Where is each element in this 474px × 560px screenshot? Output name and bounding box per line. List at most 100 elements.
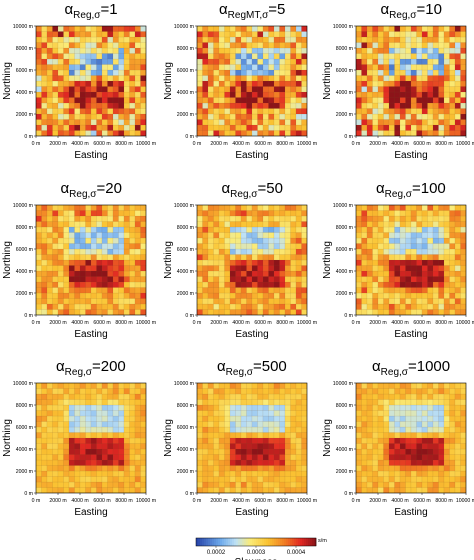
heatmap-cell [134, 221, 141, 228]
heatmap-cell [129, 204, 136, 211]
heatmap-cell [290, 388, 297, 395]
title-subscript: Reg,σ [64, 367, 92, 378]
heatmap-cell [52, 210, 59, 217]
heatmap-cell [438, 31, 445, 38]
heatmap-cell [46, 303, 53, 310]
heatmap-cell [355, 265, 362, 272]
heatmap-cell [129, 487, 136, 494]
heatmap-cell [262, 437, 269, 444]
heatmap-cell [229, 248, 236, 255]
heatmap-cell [196, 415, 203, 422]
heatmap-cell [443, 476, 450, 483]
heatmap-cell [361, 102, 368, 109]
heatmap-cell [123, 25, 130, 32]
heatmap-cell [123, 254, 130, 261]
heatmap-cell [213, 259, 220, 266]
heatmap-cell [46, 124, 53, 131]
x-axis-label: Easting [74, 329, 107, 340]
heatmap-cell [202, 226, 209, 233]
heatmap-cell [196, 25, 203, 32]
heatmap-cell [394, 42, 401, 49]
heatmap-cell [101, 232, 108, 239]
heatmap-cell [427, 226, 434, 233]
heatmap-cell [129, 69, 136, 76]
heatmap-cell [196, 393, 203, 400]
heatmap-cell [229, 36, 236, 43]
heatmap-cell [394, 437, 401, 444]
heatmap-cell [229, 47, 236, 54]
heatmap-cell [443, 221, 450, 228]
heatmap-cell [273, 80, 280, 87]
heatmap-cell [284, 443, 291, 450]
x-tick-label: 10000 m [136, 141, 156, 147]
heatmap-cell [355, 36, 362, 43]
heatmap-cell [295, 25, 302, 32]
heatmap-cell [224, 31, 231, 38]
heatmap-cell [41, 113, 48, 120]
heatmap-cell [90, 97, 97, 104]
heatmap-cell [301, 221, 308, 228]
heatmap-cell [52, 36, 59, 43]
heatmap-cell [123, 243, 130, 250]
heatmap-cell [240, 91, 247, 98]
heatmap-cell [79, 119, 86, 126]
heatmap-cell [107, 58, 114, 65]
heatmap-cell [134, 259, 141, 266]
heatmap-cell [273, 393, 280, 400]
heatmap-cell [449, 221, 456, 228]
y-tick-label: 8000 m [336, 46, 353, 52]
heatmap-cell [251, 75, 258, 82]
heatmap-cell [262, 270, 269, 277]
heatmap-cell [454, 58, 461, 65]
heatmap-cell [107, 254, 114, 261]
heatmap-cell [74, 113, 81, 120]
heatmap-cell [112, 265, 119, 272]
heatmap-cell [35, 481, 42, 488]
heatmap-cell [134, 432, 141, 439]
heatmap-cell [399, 459, 406, 466]
heatmap-cell [301, 399, 308, 406]
heatmap-cell [218, 102, 225, 109]
heatmap-cell [196, 248, 203, 255]
heatmap-cell [295, 232, 302, 239]
heatmap-cell [460, 303, 467, 310]
heatmap-cell [410, 487, 417, 494]
heatmap-cell [90, 292, 97, 299]
heatmap-cell [383, 31, 390, 38]
heatmap-cell [134, 130, 141, 137]
heatmap-cell [366, 287, 373, 294]
heatmap-cell [218, 130, 225, 137]
heatmap-cell [372, 204, 379, 211]
heatmap-cell [134, 437, 141, 444]
heatmap-cell [257, 443, 264, 450]
heatmap-cell [96, 237, 103, 244]
heatmap-cell [68, 292, 75, 299]
colorbar-segment [244, 538, 247, 546]
heatmap-cell [246, 124, 253, 131]
heatmap-cell [140, 75, 147, 82]
heatmap-cell [224, 86, 231, 93]
heatmap-cell [74, 86, 81, 93]
heatmap-cell [46, 80, 53, 87]
heatmap-cell [213, 53, 220, 60]
heatmap-cell [202, 382, 209, 389]
heatmap-cell [235, 265, 242, 272]
heatmap-cell [366, 58, 373, 65]
heatmap-cell [90, 80, 97, 87]
heatmap-cell [279, 259, 286, 266]
heatmap-cell [118, 113, 125, 120]
heatmap-cell [235, 437, 242, 444]
heatmap-cell [251, 259, 258, 266]
heatmap-cell [449, 388, 456, 395]
heatmap-cell [410, 454, 417, 461]
heatmap-cell [361, 243, 368, 250]
heatmap-cell [246, 108, 253, 115]
heatmap-cell [460, 221, 467, 228]
heatmap-cell [421, 426, 428, 433]
heatmap-cell [68, 64, 75, 71]
heatmap-cell [63, 382, 70, 389]
heatmap-cell [107, 108, 114, 115]
heatmap-cell [355, 237, 362, 244]
heatmap-cell [438, 259, 445, 266]
heatmap-cell [399, 108, 406, 115]
